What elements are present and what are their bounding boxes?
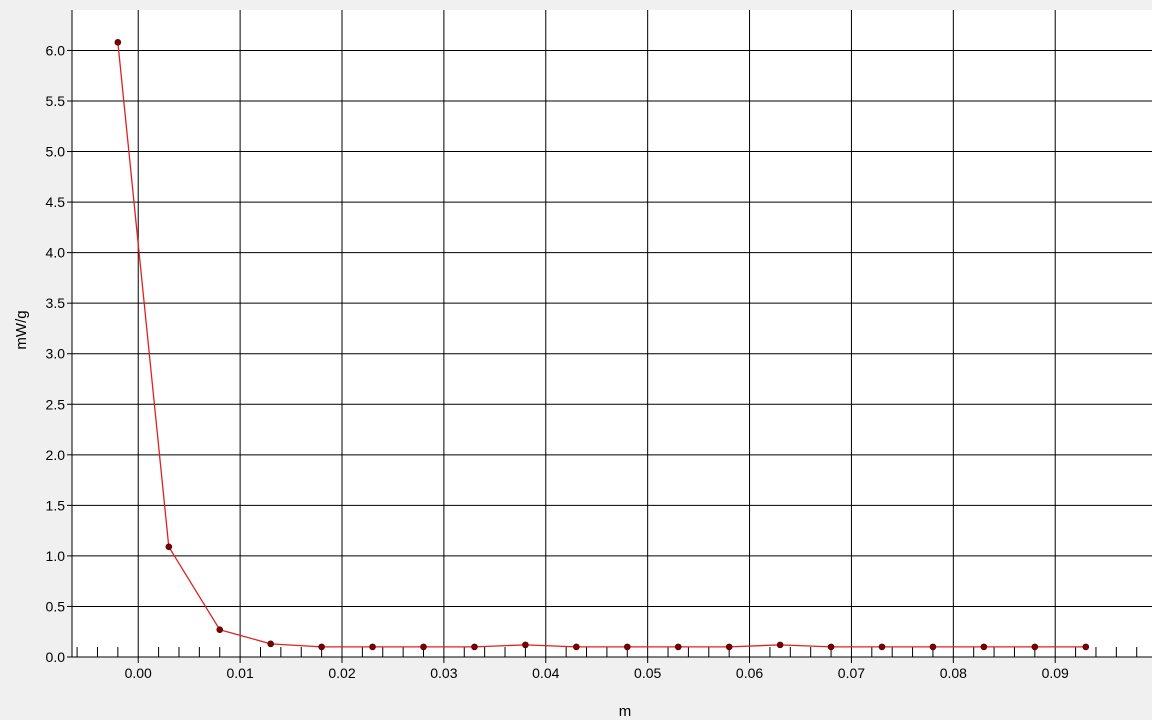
x-tick-label: 0.05 [634, 665, 661, 681]
x-tick-label: 0.08 [940, 665, 967, 681]
x-axis-title: m [619, 703, 632, 720]
tick-labels: 0.00 0.01 0.02 0.03 0.04 0.05 0.06 0.07 0.08 0.09… [46, 42, 1070, 681]
data-point [267, 640, 274, 648]
x-tick-label: 0.04 [532, 665, 559, 681]
x-tick-label: 0.09 [1042, 665, 1069, 681]
x-tick-label: 0.01 [226, 665, 253, 681]
data-point [1031, 643, 1039, 651]
x-tick-label: 0.03 [430, 665, 457, 681]
data-point [725, 643, 733, 651]
data-point [929, 643, 937, 651]
axes [67, 10, 1152, 663]
data-series [114, 39, 1090, 651]
y-tick-label: 4.0 [46, 245, 66, 261]
y-tick-label: 6.0 [46, 42, 66, 58]
series-line [117, 42, 1086, 648]
y-tick-label: 1.5 [46, 497, 66, 513]
data-point [420, 643, 427, 651]
data-point [573, 643, 580, 651]
data-point [216, 626, 224, 634]
y-tick-label: 2.5 [46, 396, 66, 412]
data-point [114, 39, 122, 46]
y-tick-label: 3.0 [46, 346, 66, 362]
data-point [980, 643, 988, 651]
y-tick-label: 0.5 [46, 598, 66, 614]
data-point [471, 643, 478, 651]
data-point [1082, 643, 1090, 651]
y-tick-label: 5.5 [46, 93, 66, 109]
y-tick-label: 3.5 [46, 295, 66, 311]
minor-ticks [76, 647, 1138, 657]
data-point [522, 641, 529, 649]
y-tick-label: 1.0 [46, 548, 66, 564]
y-tick-label: 0.0 [46, 649, 66, 665]
data-point [674, 643, 682, 651]
data-point [369, 643, 376, 651]
y-tick-label: 5.0 [46, 144, 66, 160]
x-tick-label: 0.02 [328, 665, 355, 681]
data-point [165, 543, 173, 551]
data-point [318, 643, 325, 651]
data-point [878, 643, 886, 651]
y-tick-label: 2.0 [46, 447, 66, 463]
x-tick-label: 0.00 [125, 665, 152, 681]
plot-area-background [72, 10, 1152, 657]
data-point [827, 643, 835, 651]
data-point [623, 643, 631, 651]
x-tick-label: 0.06 [736, 665, 763, 681]
y-axis-title: mW/g [13, 310, 30, 349]
y-tick-label: 4.5 [46, 194, 66, 210]
data-point [776, 641, 784, 649]
x-tick-label: 0.07 [838, 665, 865, 681]
